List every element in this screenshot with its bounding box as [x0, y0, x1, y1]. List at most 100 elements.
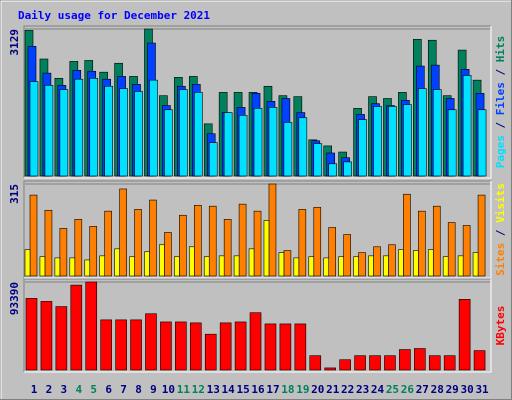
- bar: [39, 256, 46, 277]
- bar: [149, 79, 158, 177]
- bar: [399, 349, 411, 371]
- bar: [298, 117, 308, 177]
- bar: [249, 312, 262, 371]
- bar: [238, 115, 248, 177]
- legend-entry: KBytes: [494, 306, 507, 346]
- bar: [328, 163, 338, 177]
- bar: [442, 256, 449, 277]
- bar: [74, 78, 84, 177]
- bar: [323, 257, 330, 277]
- bar: [74, 219, 83, 277]
- legend-entry: Sites: [494, 243, 507, 276]
- x-tick-label: 15: [236, 383, 249, 396]
- bar: [188, 246, 195, 277]
- bar: [70, 284, 83, 371]
- x-tick-label: 13: [207, 383, 220, 396]
- bar: [443, 355, 456, 371]
- bar: [384, 355, 396, 371]
- bar: [59, 89, 69, 177]
- bar: [144, 251, 150, 277]
- legend: Pages / Files / Hits: [494, 36, 507, 169]
- bar: [219, 322, 232, 371]
- legend-separator: /: [494, 62, 507, 82]
- bar: [89, 77, 99, 177]
- bar: [358, 252, 366, 277]
- bar: [145, 313, 157, 371]
- bar: [462, 75, 472, 177]
- plot-bevel: [24, 279, 492, 373]
- bar: [119, 188, 127, 277]
- bar: [447, 109, 457, 177]
- bar: [369, 355, 381, 371]
- x-tick-label: 6: [105, 383, 112, 396]
- bar: [84, 259, 91, 277]
- bar: [313, 207, 322, 277]
- legend-entry: Files: [494, 82, 507, 115]
- bar: [403, 193, 411, 277]
- bar: [388, 244, 396, 277]
- bar: [193, 92, 203, 177]
- bar: [233, 255, 240, 277]
- bar: [328, 227, 337, 277]
- bar: [149, 199, 157, 277]
- bar: [418, 210, 426, 277]
- bar: [373, 246, 381, 277]
- bar: [293, 257, 300, 277]
- bar: [238, 203, 247, 277]
- x-tick-label: 20: [311, 383, 324, 396]
- bar: [134, 209, 142, 277]
- bar: [179, 214, 187, 277]
- plot-bevel: [23, 25, 491, 178]
- bar: [403, 104, 412, 177]
- bar: [313, 143, 323, 177]
- bar: [472, 252, 479, 277]
- bar: [354, 355, 366, 371]
- bar: [383, 255, 389, 277]
- x-tick-label: 2: [46, 383, 53, 396]
- bar: [193, 205, 202, 277]
- bar: [253, 210, 262, 277]
- legend-entry: Hits: [494, 36, 507, 63]
- bar: [338, 256, 344, 277]
- x-tick-label: 30: [461, 383, 474, 396]
- bar: [114, 248, 120, 277]
- x-tick-label: 21: [326, 383, 340, 396]
- bar: [432, 89, 442, 177]
- bar: [432, 205, 441, 277]
- x-tick-label: 10: [162, 383, 175, 396]
- x-tick-label: 31: [475, 383, 489, 396]
- x-tick-label: 27: [416, 383, 429, 396]
- bar: [100, 319, 112, 371]
- bar: [462, 225, 471, 277]
- bar: [44, 85, 54, 177]
- bar: [298, 209, 307, 277]
- bar: [208, 205, 217, 277]
- legend-entry: Visits: [494, 183, 507, 223]
- bar: [99, 255, 105, 277]
- bar: [368, 255, 374, 277]
- bar: [25, 298, 38, 371]
- x-tick-label: 11: [177, 383, 191, 396]
- bar: [40, 301, 53, 371]
- bar: [164, 109, 173, 177]
- bar: [477, 194, 486, 277]
- bar: [69, 257, 76, 277]
- y-tick-label: 93390: [8, 282, 21, 315]
- legend: KBytes: [494, 306, 507, 346]
- bar: [104, 85, 113, 177]
- x-tick-label: 3: [61, 383, 68, 396]
- bar: [339, 359, 351, 371]
- bar: [263, 220, 270, 277]
- legend: Sites / Visits: [494, 183, 507, 276]
- bar: [54, 257, 61, 277]
- x-tick-label: 29: [446, 383, 459, 396]
- bar: [268, 183, 277, 277]
- bar: [414, 348, 426, 371]
- bar: [85, 281, 98, 371]
- bar: [343, 161, 352, 177]
- bar: [223, 112, 233, 177]
- plot-bevel: [23, 278, 491, 372]
- bar: [44, 209, 53, 277]
- x-tick-label: 24: [371, 383, 385, 396]
